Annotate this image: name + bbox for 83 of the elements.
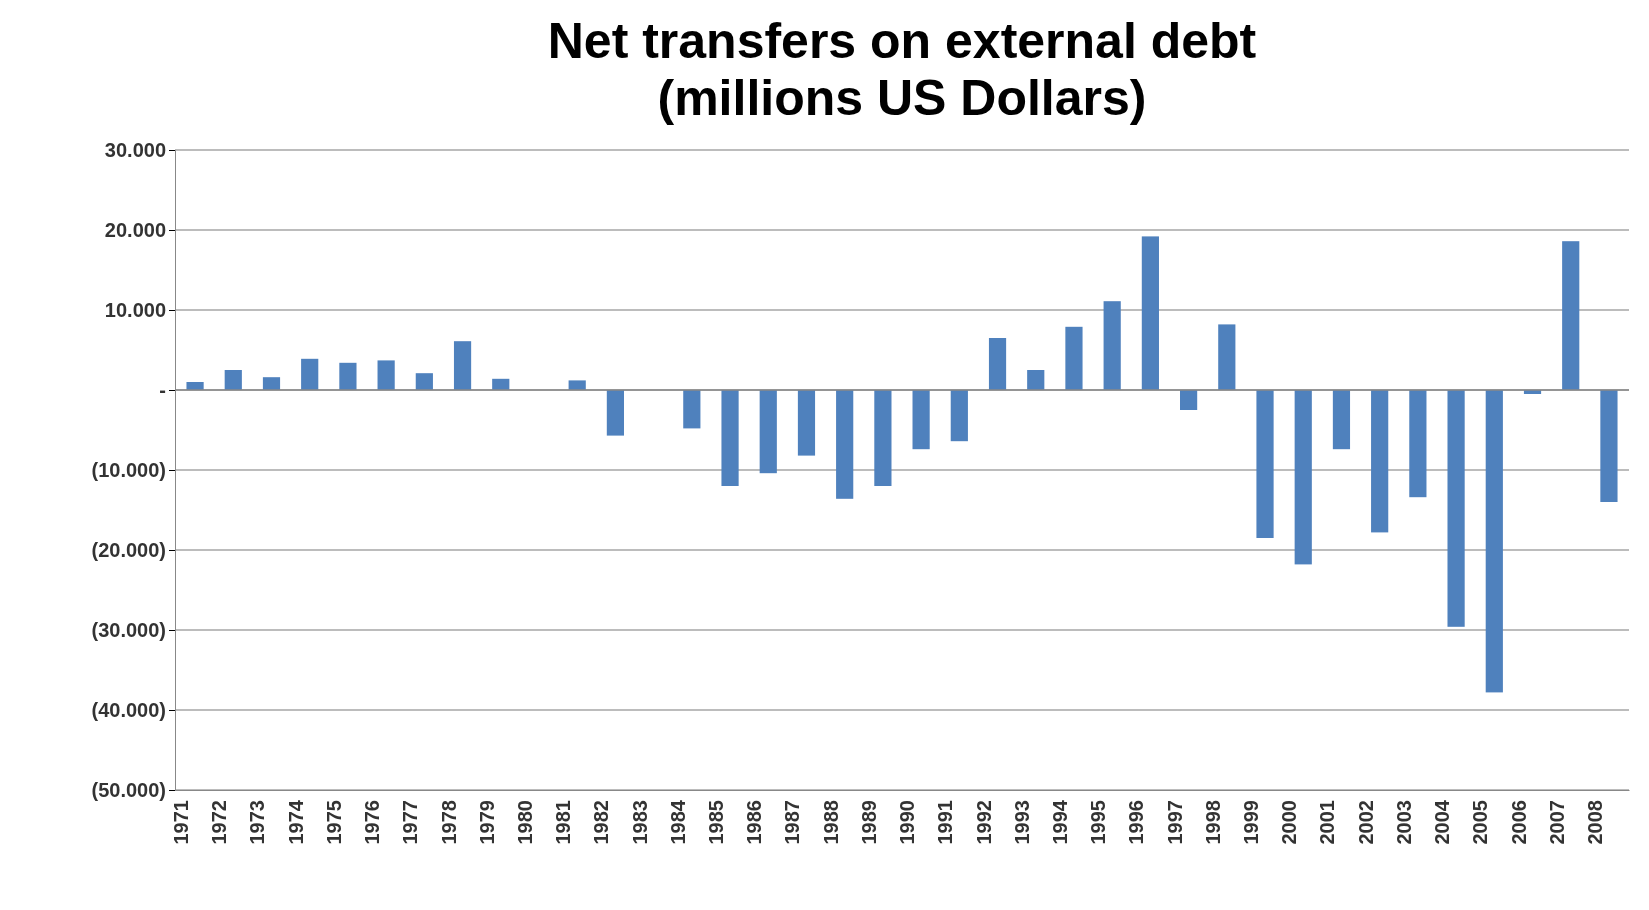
x-tick-label: 1993	[1010, 800, 1033, 845]
y-tick-label: (30.000)	[91, 618, 166, 641]
bar	[186, 382, 204, 390]
bar	[1218, 324, 1236, 390]
y-tick-label: (50.000)	[91, 778, 166, 801]
bar	[1256, 390, 1274, 538]
y-tick-label: 30.000	[104, 138, 166, 161]
bar	[262, 377, 281, 390]
bar	[874, 390, 892, 486]
bar	[683, 390, 701, 429]
bar	[1562, 241, 1580, 390]
x-tick-label: 1981	[552, 800, 575, 845]
bar	[1294, 390, 1312, 565]
bar	[339, 362, 357, 390]
x-tick-label: 1984	[666, 799, 689, 845]
x-tick-label: 2008	[1583, 800, 1606, 845]
x-tick-label: 1976	[361, 800, 384, 845]
x-tick-label: 1990	[896, 800, 919, 845]
chart-subtitle: (millions US Dollars)	[657, 70, 1147, 126]
y-tick-label: -	[159, 378, 166, 401]
x-tick-label: 1982	[590, 800, 613, 845]
bar	[1141, 236, 1159, 390]
x-tick-label: 1980	[513, 800, 536, 845]
y-tick-label: (20.000)	[91, 538, 166, 561]
bar	[1027, 370, 1045, 390]
bar	[988, 338, 1007, 390]
x-tick-label: 1997	[1163, 800, 1186, 845]
bar	[1600, 390, 1618, 502]
x-tick-label: 1975	[322, 800, 345, 845]
bar	[1180, 390, 1198, 410]
x-tick-label: 1988	[819, 800, 842, 845]
x-tick-label: 1973	[246, 800, 269, 845]
x-tick-label: 1998	[1201, 800, 1224, 845]
x-tick-label: 2004	[1431, 799, 1454, 845]
x-tick-label: 1972	[208, 800, 231, 845]
bar	[950, 390, 968, 442]
x-tick-label: 1985	[705, 800, 728, 845]
bar	[797, 390, 816, 456]
bar	[1485, 390, 1503, 693]
x-tick-label: 1974	[284, 799, 307, 845]
bar	[224, 370, 242, 390]
bar	[836, 390, 854, 499]
bar	[1103, 301, 1121, 390]
y-tick-label: (40.000)	[91, 698, 166, 721]
x-tick-label: 1977	[399, 800, 422, 845]
x-tick-label: 1979	[475, 800, 498, 845]
y-tick-label: 20.000	[104, 218, 166, 241]
x-tick-label: 2000	[1278, 800, 1301, 845]
bar	[1447, 390, 1465, 627]
chart-title: Net transfers on external debt	[547, 13, 1257, 69]
x-tick-label: 1983	[628, 800, 651, 845]
x-tick-label: 2006	[1507, 800, 1530, 845]
bar	[453, 341, 472, 390]
bar	[1332, 390, 1351, 450]
bar	[1371, 390, 1389, 533]
x-tick-label: 1989	[857, 800, 880, 845]
x-tick-label: 2005	[1469, 800, 1492, 845]
bar	[568, 380, 586, 390]
bar	[1409, 390, 1427, 498]
bar	[606, 390, 624, 436]
x-tick-label: 2002	[1354, 800, 1377, 845]
x-tick-label: 1994	[1048, 799, 1071, 845]
y-tick-label: (10.000)	[91, 458, 166, 481]
bar	[415, 373, 433, 390]
x-tick-label: 1987	[781, 800, 804, 845]
x-tick-label: 1992	[972, 800, 995, 845]
bar	[759, 390, 777, 474]
y-tick-label: 10.000	[104, 298, 166, 321]
x-tick-label: 2007	[1545, 800, 1568, 845]
x-tick-label: 2003	[1392, 800, 1415, 845]
x-tick-label: 1986	[743, 800, 766, 845]
bar	[912, 390, 930, 450]
x-tick-label: 1991	[934, 800, 957, 845]
x-tick-label: 1978	[437, 800, 460, 845]
x-tick-label: 1995	[1087, 800, 1110, 845]
x-tick-label: 1999	[1240, 800, 1263, 845]
bar	[301, 358, 319, 390]
x-tick-label: 1971	[170, 800, 193, 845]
x-tick-label: 2001	[1316, 800, 1339, 845]
bar	[721, 390, 739, 486]
bar	[377, 360, 395, 390]
x-tick-label: 1996	[1125, 800, 1148, 845]
bar	[1065, 326, 1083, 390]
